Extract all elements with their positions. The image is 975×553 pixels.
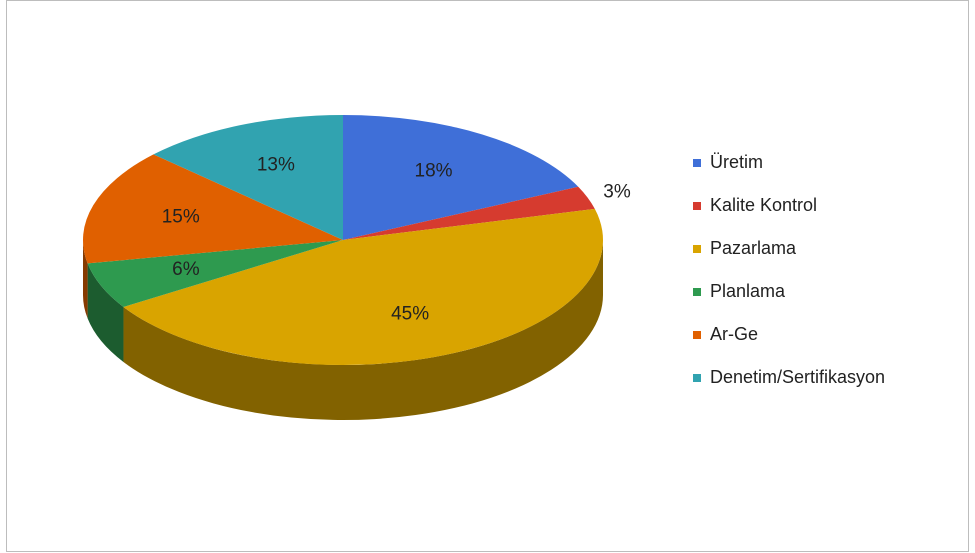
pie-side <box>123 240 604 421</box>
legend-swatch <box>693 288 701 296</box>
legend-label: Denetim/Sertifikasyon <box>710 367 885 387</box>
legend-swatch <box>693 159 701 167</box>
legend-swatch <box>693 331 701 339</box>
data-label: 18% <box>415 160 453 181</box>
pie-slice <box>123 208 603 365</box>
data-label: 6% <box>172 259 200 280</box>
legend-label: Kalite Kontrol <box>710 195 817 215</box>
pie-side <box>87 263 124 362</box>
legend-swatch <box>693 202 701 210</box>
data-label: 45% <box>391 304 429 325</box>
pie-slice <box>83 154 344 264</box>
legend-label: Üretim <box>710 152 763 172</box>
data-label: 15% <box>162 206 200 227</box>
legend-swatch <box>693 374 701 382</box>
legend-label: Pazarlama <box>710 238 797 258</box>
pie-side <box>83 240 88 319</box>
pie-slice <box>343 115 579 240</box>
legend-swatch <box>693 245 701 253</box>
pie-slice <box>87 240 343 307</box>
data-label: 13% <box>257 154 295 175</box>
pie-slice <box>153 115 343 240</box>
pie-slice <box>343 186 595 240</box>
legend-label: Ar-Ge <box>710 324 758 344</box>
data-label: 3% <box>603 182 631 203</box>
legend-label: Planlama <box>710 281 786 301</box>
